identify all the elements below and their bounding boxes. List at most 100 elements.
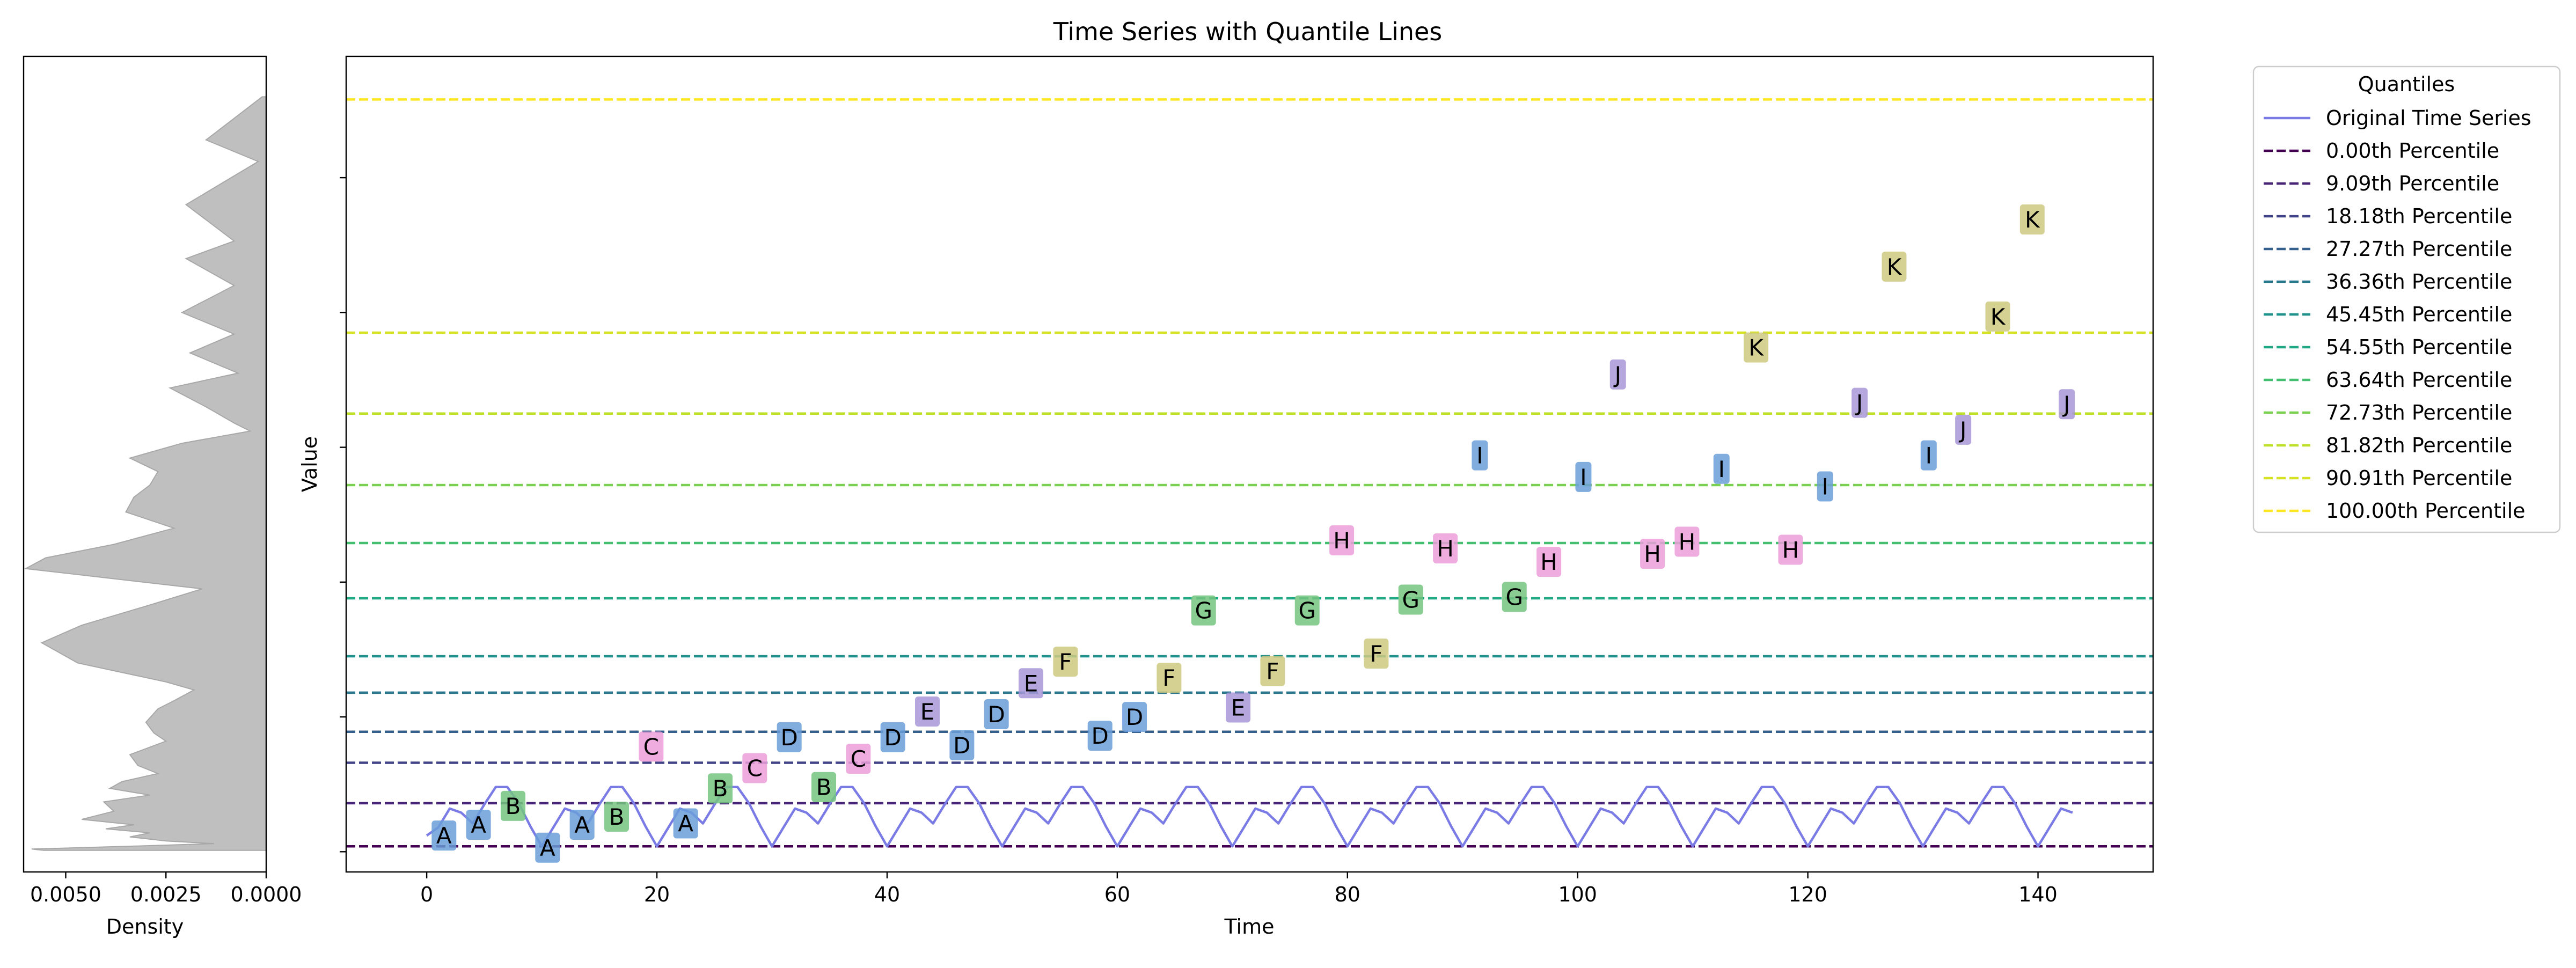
annotation-box [1364,638,1389,669]
annotation-box [1260,656,1285,686]
x-tick-label: 20 [644,883,670,906]
annotation-label: B [713,775,728,802]
annotation-box [1882,251,1907,282]
annotation-box [1191,595,1216,626]
annotation-box [1920,440,1937,471]
x-tick-label: 120 [1788,883,1827,906]
annotation-30: I [1472,440,1488,471]
annotation-box [1674,526,1700,557]
legend-entry-6: 45.45th Percentile [2264,303,2512,326]
annotation-label: B [506,793,521,819]
annotation-label: C [747,756,763,782]
annotation-box [1122,702,1147,732]
annotation-43: I [1920,440,1937,471]
annotation-37: I [1713,453,1730,484]
annotation-box [846,743,871,774]
annotation-19: D [1087,721,1113,751]
annotation-box [915,696,940,727]
legend-label: 63.64th Percentile [2326,368,2512,392]
annotation-2: B [500,790,525,821]
annotation-23: E [1226,692,1251,723]
legend-label: 18.18th Percentile [2326,204,2512,228]
annotation-box [1575,461,1592,492]
annotation-box [1329,525,1355,555]
annotation-box [742,753,767,783]
annotation-box [1536,547,1562,577]
annotation-box [1851,387,1868,418]
annotation-box [2019,204,2045,234]
legend-items: Original Time Series 0.00th Percentile 9.0… [2264,106,2531,523]
annotation-label: F [1266,658,1279,685]
annotation-label: C [643,734,659,760]
legend-label: 90.91th Percentile [2326,466,2512,490]
annotation-label: I [1580,464,1586,490]
legend-entry-2: 9.09th Percentile [2264,172,2499,195]
annotation-42: K [1882,251,1907,282]
annotation-13: D [880,722,905,752]
x-tick-label: 80 [1335,883,1360,906]
annotation-box [1226,692,1251,723]
annotation-7: A [673,808,698,839]
annotation-box [1502,582,1527,612]
annotation-box [673,808,698,839]
annotation-21: F [1157,663,1182,693]
density-x-label: Density [106,915,184,938]
main-y-ticks [340,177,346,853]
annotation-label: I [1926,443,1932,469]
annotation-25: G [1294,595,1320,626]
annotation-41: J [1851,387,1868,418]
annotation-box [1713,453,1730,484]
annotation-label: F [1162,665,1175,691]
annotation-box [500,790,525,821]
legend-label: Original Time Series [2326,106,2531,130]
annotation-18: F [1053,647,1078,677]
series-lines [426,786,2073,848]
annotation-label: I [1718,456,1725,482]
annotation-label: F [1059,649,1072,675]
annotation-label: D [953,732,970,759]
annotation-17: E [1019,668,1044,699]
density-panel: 0.0050 0.0025 0.0000 Density [23,55,302,938]
annotation-28: G [1398,584,1423,615]
annotation-box [1609,359,1626,390]
legend-entry-5: 36.36th Percentile [2264,270,2512,294]
annotation-box [1433,533,1458,564]
annotation-label: K [1887,254,1902,280]
annotation-label: A [678,811,693,837]
density-shape [24,96,267,851]
density-area [24,96,267,851]
annotation-box [2059,389,2075,420]
annotation-box [1955,414,1972,445]
annotation-label: K [2025,207,2040,233]
density-x-ticks: 0.0050 0.0025 0.0000 [30,872,302,906]
legend-box [2252,65,2561,533]
annotation-33: I [1575,461,1592,492]
annotation-35: H [1640,539,1665,569]
density-x-tick-label: 0.0000 [231,883,302,906]
annotation-label: H [1540,549,1557,575]
annotation-20: D [1122,702,1147,732]
x-tick-label: 0 [420,883,433,906]
legend-label: 45.45th Percentile [2326,303,2512,326]
annotation-15: D [949,730,975,760]
legend-entry-9: 72.73th Percentile [2264,401,2512,424]
annotation-label: I [1822,473,1828,500]
annotation-box [811,772,837,802]
legend-label: 72.73th Percentile [2326,401,2512,424]
legend-label: 54.55th Percentile [2326,335,2512,359]
legend-entry-8: 63.64th Percentile [2264,368,2512,392]
annotation-label: H [1333,527,1350,554]
x-tick-label: 100 [1558,883,1597,906]
annotation-44: J [1955,414,1972,445]
annotation-31: G [1502,582,1527,612]
main-x-label: Time [1224,915,1275,938]
x-tick-label: 40 [874,883,900,906]
annotation-label: D [988,701,1005,728]
annotation-label: J [2062,391,2070,417]
annotation-label: G [1298,598,1316,624]
annotation-27: F [1364,638,1389,669]
annotation-4: A [569,810,595,840]
annotation-10: D [777,722,802,752]
annotation-34: J [1609,359,1626,390]
